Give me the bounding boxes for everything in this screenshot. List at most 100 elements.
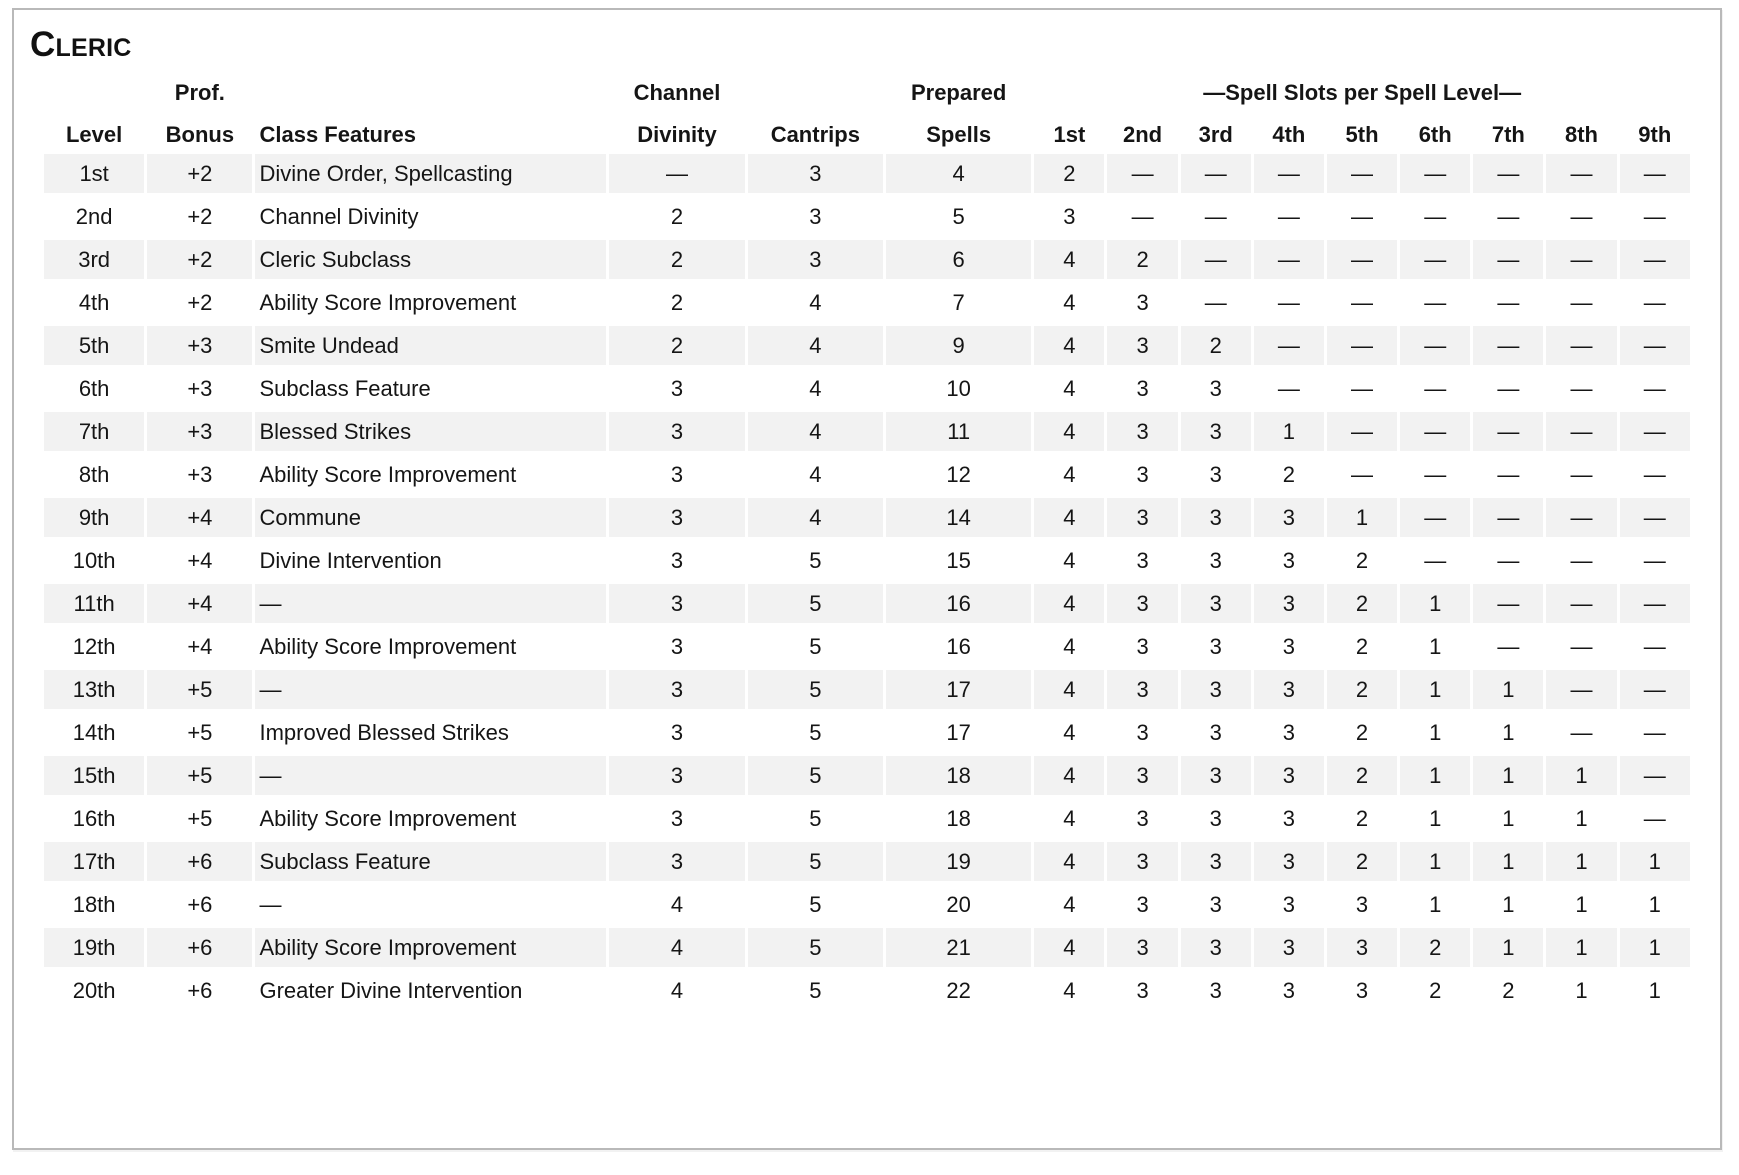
- cantrips-cell: 4: [747, 498, 883, 537]
- group-header-prepared: Prepared: [910, 80, 1007, 105]
- table-row: 18th +6 — 4 5 20 4 3 3 3 3 1 1 1 1: [44, 885, 1690, 924]
- slot-4th-cell: 3: [1282, 547, 1295, 573]
- level-cell: 9th: [44, 498, 145, 537]
- slot-9th-cell: —: [1643, 547, 1666, 573]
- col-header-2nd: 2nd: [1123, 122, 1163, 147]
- features-cell: Subclass Feature: [259, 375, 431, 401]
- slot-8th-cell: 1: [1546, 842, 1617, 881]
- table-row: 1st +2 Divine Order, Spellcasting —3 4 2— — — — —…: [44, 154, 1690, 193]
- level-cell: 2nd: [75, 203, 113, 229]
- slot-9th-cell: —: [1643, 633, 1666, 659]
- slot-7th-cell: —: [1497, 547, 1520, 573]
- channel-divinity-cell: 3: [609, 412, 745, 451]
- channel-divinity-cell: 4: [670, 891, 684, 917]
- slot-5th-cell: —: [1351, 461, 1374, 487]
- prepared-spells-cell: 17: [946, 719, 971, 745]
- slot-4th-cell: 3: [1253, 670, 1324, 709]
- prepared-spells-cell: 6: [885, 240, 1032, 279]
- slot-7th-cell: 1: [1473, 756, 1544, 795]
- page-title: Cleric: [30, 25, 132, 64]
- prepared-spells-cell: 5: [952, 203, 965, 229]
- cantrips-cell: 5: [809, 547, 822, 573]
- channel-divinity-cell: 3: [609, 756, 745, 795]
- features-cell: —: [255, 584, 607, 623]
- slot-7th-cell: —: [1497, 461, 1520, 487]
- slot-5th-cell: —: [1351, 203, 1374, 229]
- slot-6th-cell: —: [1400, 240, 1471, 279]
- slot-6th-cell: —: [1400, 412, 1471, 451]
- col-header-4th: 4th: [1272, 122, 1306, 147]
- slot-6th-cell: 1: [1429, 805, 1442, 831]
- slot-4th-cell: —: [1253, 240, 1324, 279]
- prepared-spells-cell: 9: [885, 326, 1032, 365]
- channel-divinity-cell: 3: [609, 842, 745, 881]
- slot-3rd-cell: —: [1180, 154, 1251, 193]
- table-row: 5th +3 Smite Undead 2 4 9 4 3 2— — — — — —: [44, 326, 1690, 365]
- features-cell: Blessed Strikes: [255, 412, 607, 451]
- table-row: 11th +4—3 5 16 4 3 3 3 2 1— — —: [44, 584, 1690, 623]
- slot-1st-cell: 4: [1063, 719, 1076, 745]
- slot-7th-cell: 1: [1473, 842, 1544, 881]
- slot-2nd-cell: 3: [1107, 412, 1178, 451]
- slot-9th-cell: 1: [1619, 842, 1690, 881]
- channel-divinity-cell: 2: [670, 289, 684, 315]
- table-row: 9th +4 Commune 3 4 14 4 3 3 3 1— — — —: [44, 498, 1690, 537]
- slot-4th-cell: 3: [1282, 633, 1295, 659]
- slot-2nd-cell: 3: [1136, 547, 1149, 573]
- prepared-spells-cell: 7: [952, 289, 965, 315]
- group-header-spacer-features: [255, 70, 606, 108]
- features-cell: Divine Order, Spellcasting: [255, 154, 607, 193]
- prof-bonus-cell: +2: [187, 203, 213, 229]
- slot-8th-cell: —: [1546, 670, 1617, 709]
- slot-4th-cell: 3: [1253, 498, 1324, 537]
- cantrips-cell: 4: [809, 375, 822, 401]
- table-row: 10th +4 Divine Intervention 3 5 15 4 3 3 3 2 — — — —: [44, 541, 1690, 580]
- prepared-spells-cell: 15: [946, 547, 971, 573]
- slot-3rd-cell: 3: [1180, 670, 1251, 709]
- slot-8th-cell: —: [1546, 240, 1617, 279]
- slot-5th-cell: 2: [1355, 633, 1369, 659]
- cantrips-cell: 5: [809, 633, 822, 659]
- prepared-spells-cell: 18: [946, 805, 971, 831]
- slot-3rd-cell: —: [1204, 203, 1227, 229]
- cantrips-cell: 3: [747, 240, 883, 279]
- prof-bonus-cell: +6: [187, 977, 213, 1003]
- slot-4th-cell: —: [1277, 203, 1300, 229]
- slot-8th-cell: —: [1546, 154, 1617, 193]
- slot-1st-cell: 4: [1034, 756, 1105, 795]
- col-header-3rd: 3rd: [1198, 122, 1233, 147]
- slot-2nd-cell: 3: [1136, 977, 1149, 1003]
- slot-1st-cell: 4: [1034, 928, 1105, 967]
- channel-divinity-cell: 4: [670, 977, 684, 1003]
- channel-divinity-cell: —: [609, 154, 745, 193]
- slot-4th-cell: 3: [1282, 805, 1295, 831]
- slot-4th-cell: 3: [1253, 842, 1324, 881]
- features-cell: —: [255, 756, 607, 795]
- slot-3rd-cell: 3: [1209, 375, 1222, 401]
- slot-9th-cell: —: [1619, 756, 1690, 795]
- slot-6th-cell: 1: [1400, 584, 1471, 623]
- slot-9th-cell: —: [1619, 240, 1690, 279]
- cantrips-cell: 5: [809, 805, 822, 831]
- prof-bonus-cell: +4: [187, 633, 213, 659]
- slot-4th-cell: —: [1277, 375, 1300, 401]
- level-cell: 13th: [44, 670, 145, 709]
- slot-5th-cell: 2: [1326, 842, 1398, 881]
- slot-5th-cell: —: [1351, 375, 1374, 401]
- slot-7th-cell: 2: [1502, 977, 1515, 1003]
- slot-1st-cell: 2: [1034, 154, 1105, 193]
- prof-bonus-cell: +5: [187, 719, 213, 745]
- slot-1st-cell: 4: [1034, 240, 1105, 279]
- slot-6th-cell: —: [1400, 154, 1471, 193]
- slot-4th-cell: —: [1253, 154, 1324, 193]
- col-header-class-features: Class Features: [259, 122, 417, 147]
- slot-1st-cell: 4: [1063, 461, 1076, 487]
- cantrips-cell: 5: [747, 670, 883, 709]
- slot-5th-cell: —: [1326, 240, 1398, 279]
- prof-bonus-cell: +6: [187, 891, 213, 917]
- slot-4th-cell: 3: [1282, 891, 1295, 917]
- prepared-spells-cell: 19: [885, 842, 1032, 881]
- prepared-spells-cell: 14: [885, 498, 1032, 537]
- level-cell: 19th: [44, 928, 145, 967]
- features-cell: Ability Score Improvement: [259, 805, 517, 831]
